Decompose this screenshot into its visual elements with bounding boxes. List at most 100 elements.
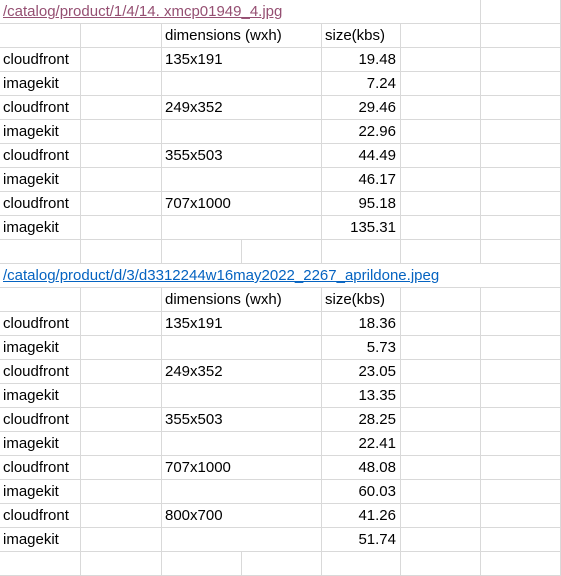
size-cell[interactable]: 5.73 [322,336,401,360]
cdn-name-cell[interactable]: imagekit [0,528,81,552]
empty-cell[interactable] [322,240,401,264]
empty-cell[interactable] [401,168,481,192]
size-cell[interactable]: 41.26 [322,504,401,528]
empty-cell[interactable] [401,528,481,552]
image-path-link[interactable]: /catalog/product/d/3/d3312244w16may2022_… [0,264,481,288]
empty-cell[interactable] [481,240,561,264]
empty-cell[interactable] [481,504,561,528]
image-path-link[interactable]: /catalog/product/1/4/14. xmcp01949_4.jpg [0,0,401,24]
cdn-name-cell[interactable]: cloudfront [0,360,81,384]
dimensions-cell[interactable] [162,72,322,96]
dimensions-cell[interactable] [162,480,322,504]
size-cell[interactable]: 22.96 [322,120,401,144]
empty-cell[interactable] [401,480,481,504]
empty-cell[interactable] [162,552,242,576]
empty-cell[interactable] [81,480,162,504]
cdn-name-cell[interactable]: cloudfront [0,456,81,480]
empty-cell[interactable] [481,96,561,120]
empty-cell[interactable] [242,240,322,264]
empty-cell[interactable] [401,312,481,336]
empty-cell[interactable] [401,408,481,432]
empty-cell[interactable] [481,120,561,144]
empty-cell[interactable] [0,288,81,312]
dimensions-cell[interactable] [162,432,322,456]
size-header[interactable]: size(kbs) [322,288,401,312]
empty-cell[interactable] [481,408,561,432]
empty-cell[interactable] [481,168,561,192]
cdn-name-cell[interactable]: imagekit [0,120,81,144]
empty-cell[interactable] [81,120,162,144]
cdn-name-cell[interactable]: cloudfront [0,48,81,72]
empty-cell[interactable] [481,360,561,384]
empty-cell[interactable] [322,552,401,576]
empty-cell[interactable] [401,456,481,480]
empty-cell[interactable] [81,144,162,168]
cdn-name-cell[interactable]: cloudfront [0,312,81,336]
dimensions-header[interactable]: dimensions (wxh) [162,24,322,48]
dimensions-cell[interactable]: 135x191 [162,312,322,336]
size-cell[interactable]: 29.46 [322,96,401,120]
empty-cell[interactable] [481,528,561,552]
size-header[interactable]: size(kbs) [322,24,401,48]
empty-cell[interactable] [81,336,162,360]
dimensions-cell[interactable] [162,384,322,408]
empty-cell[interactable] [401,0,481,24]
empty-cell[interactable] [401,120,481,144]
empty-cell[interactable] [0,240,81,264]
cdn-name-cell[interactable]: cloudfront [0,408,81,432]
empty-cell[interactable] [481,312,561,336]
cdn-name-cell[interactable]: cloudfront [0,96,81,120]
empty-cell[interactable] [401,192,481,216]
empty-cell[interactable] [81,408,162,432]
empty-cell[interactable] [481,72,561,96]
empty-cell[interactable] [401,96,481,120]
dimensions-cell[interactable] [162,120,322,144]
cdn-name-cell[interactable]: imagekit [0,432,81,456]
empty-cell[interactable] [481,216,561,240]
empty-cell[interactable] [81,288,162,312]
empty-cell[interactable] [81,360,162,384]
dimensions-cell[interactable] [162,528,322,552]
empty-cell[interactable] [81,552,162,576]
size-cell[interactable]: 51.74 [322,528,401,552]
empty-cell[interactable] [481,456,561,480]
empty-cell[interactable] [81,240,162,264]
empty-cell[interactable] [81,384,162,408]
cdn-name-cell[interactable]: imagekit [0,480,81,504]
dimensions-cell[interactable]: 249x352 [162,360,322,384]
size-cell[interactable]: 18.36 [322,312,401,336]
empty-cell[interactable] [401,216,481,240]
cdn-name-cell[interactable]: cloudfront [0,192,81,216]
dimensions-cell[interactable]: 800x700 [162,504,322,528]
size-cell[interactable]: 48.08 [322,456,401,480]
dimensions-cell[interactable]: 707x1000 [162,192,322,216]
empty-cell[interactable] [401,504,481,528]
empty-cell[interactable] [481,264,561,288]
size-cell[interactable]: 46.17 [322,168,401,192]
size-cell[interactable]: 135.31 [322,216,401,240]
empty-cell[interactable] [81,504,162,528]
empty-cell[interactable] [401,48,481,72]
empty-cell[interactable] [481,48,561,72]
empty-cell[interactable] [481,384,561,408]
empty-cell[interactable] [81,24,162,48]
cdn-name-cell[interactable]: imagekit [0,72,81,96]
size-cell[interactable]: 13.35 [322,384,401,408]
empty-cell[interactable] [481,192,561,216]
size-cell[interactable]: 28.25 [322,408,401,432]
dimensions-cell[interactable] [162,216,322,240]
empty-cell[interactable] [81,456,162,480]
size-cell[interactable]: 60.03 [322,480,401,504]
cdn-name-cell[interactable]: cloudfront [0,144,81,168]
empty-cell[interactable] [401,144,481,168]
size-cell[interactable]: 95.18 [322,192,401,216]
cdn-name-cell[interactable]: imagekit [0,384,81,408]
empty-cell[interactable] [481,336,561,360]
cdn-name-cell[interactable]: imagekit [0,336,81,360]
empty-cell[interactable] [481,288,561,312]
dimensions-cell[interactable] [162,336,322,360]
empty-cell[interactable] [81,432,162,456]
dimensions-cell[interactable]: 249x352 [162,96,322,120]
empty-cell[interactable] [401,384,481,408]
empty-cell[interactable] [81,72,162,96]
